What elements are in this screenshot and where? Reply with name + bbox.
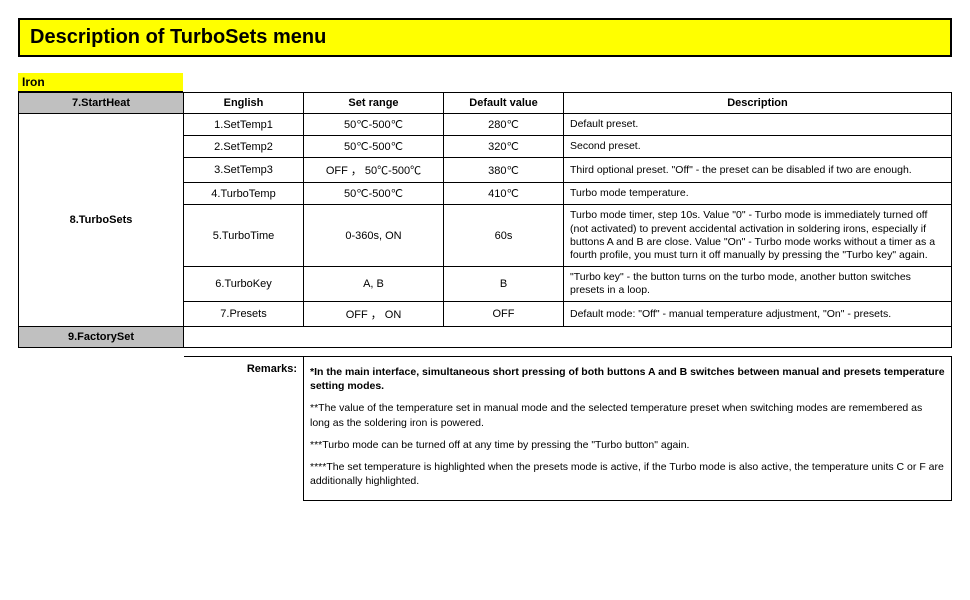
col-english: English	[184, 93, 304, 114]
col-default: Default value	[444, 93, 564, 114]
cell-english: 6.TurboKey	[184, 266, 304, 301]
cell-default: 60s	[444, 205, 564, 267]
page-title: Description of TurboSets menu	[18, 18, 952, 57]
cell-english: 5.TurboTime	[184, 205, 304, 267]
side-header-startheat: 7.StartHeat	[19, 93, 184, 114]
cell-desc: Second preset.	[564, 136, 952, 158]
factoryset-row: 9.FactorySet	[19, 327, 952, 348]
cell-default: 320℃	[444, 136, 564, 158]
cell-range: 0-360s, ON	[304, 205, 444, 267]
cell-english: 3.SetTemp3	[184, 158, 304, 183]
side-header-factoryset: 9.FactorySet	[19, 327, 184, 348]
cell-default: 280℃	[444, 114, 564, 136]
remark-3: ***Turbo mode can be turned off at any t…	[310, 438, 945, 452]
cell-range: OFF ， ON	[304, 302, 444, 327]
col-set-range: Set range	[304, 93, 444, 114]
col-description: Description	[564, 93, 952, 114]
iron-label: Iron	[18, 73, 183, 92]
cell-range: A, B	[304, 266, 444, 301]
cell-desc: Turbo mode timer, step 10s. Value "0" - …	[564, 205, 952, 267]
cell-default: 410℃	[444, 183, 564, 205]
remarks-label: Remarks:	[184, 357, 304, 501]
remark-1: *In the main interface, simultaneous sho…	[310, 365, 945, 393]
remark-4: ****The set temperature is highlighted w…	[310, 460, 945, 488]
header-row: 7.StartHeat English Set range Default va…	[19, 93, 952, 114]
turbosets-table: 7.StartHeat English Set range Default va…	[18, 92, 952, 501]
cell-default: OFF	[444, 302, 564, 327]
remarks-row: Remarks: *In the main interface, simulta…	[19, 357, 952, 501]
remark-2: **The value of the temperature set in ma…	[310, 401, 945, 429]
spacer	[19, 348, 952, 357]
cell-english: 7.Presets	[184, 302, 304, 327]
cell-range: 50℃-500℃	[304, 136, 444, 158]
cell-english: 4.TurboTemp	[184, 183, 304, 205]
cell-english: 2.SetTemp2	[184, 136, 304, 158]
cell-range: 50℃-500℃	[304, 183, 444, 205]
cell-range: OFF ， 50℃-500℃	[304, 158, 444, 183]
cell-default: B	[444, 266, 564, 301]
cell-default: 380℃	[444, 158, 564, 183]
cell-desc: "Turbo key" - the button turns on the tu…	[564, 266, 952, 301]
cell-english: 1.SetTemp1	[184, 114, 304, 136]
table-row: 8.TurboSets 1.SetTemp1 50℃-500℃ 280℃ Def…	[19, 114, 952, 136]
cell-desc: Default preset.	[564, 114, 952, 136]
cell-desc: Third optional preset. "Off" - the prese…	[564, 158, 952, 183]
cell-range: 50℃-500℃	[304, 114, 444, 136]
cell-desc: Default mode: "Off" - manual temperature…	[564, 302, 952, 327]
cell-desc: Turbo mode temperature.	[564, 183, 952, 205]
remarks-body: *In the main interface, simultaneous sho…	[304, 357, 952, 501]
side-header-turbosets: 8.TurboSets	[19, 114, 184, 327]
